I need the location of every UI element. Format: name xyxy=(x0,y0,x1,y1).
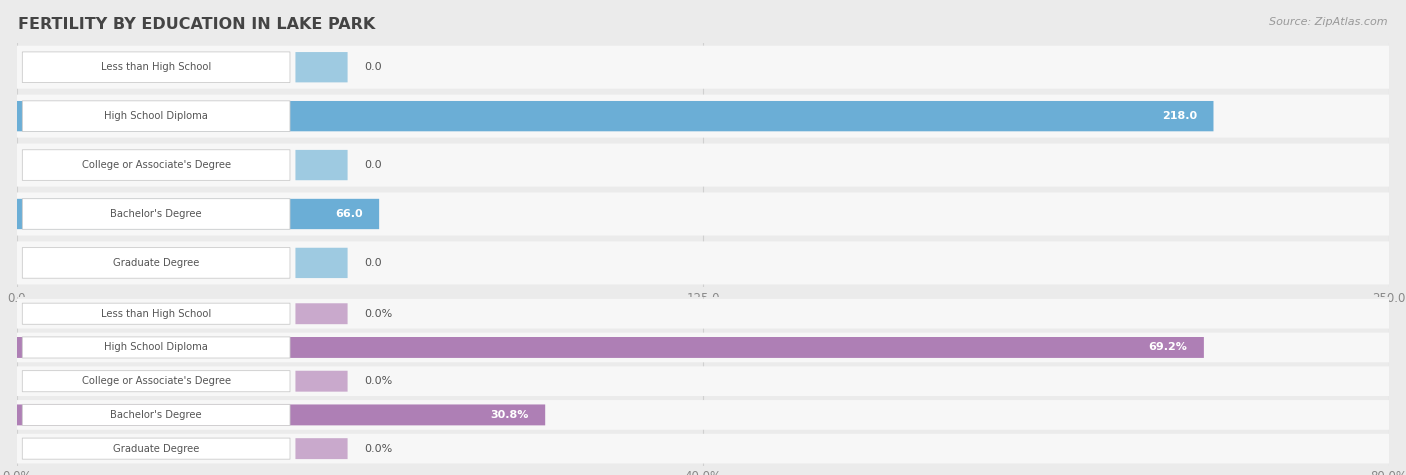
Text: 218.0: 218.0 xyxy=(1161,111,1197,121)
Text: 0.0: 0.0 xyxy=(364,160,381,170)
FancyBboxPatch shape xyxy=(295,150,347,180)
Text: 0.0%: 0.0% xyxy=(364,444,392,454)
Text: 66.0: 66.0 xyxy=(335,209,363,219)
FancyBboxPatch shape xyxy=(17,101,1213,131)
FancyBboxPatch shape xyxy=(17,46,1389,89)
Text: 69.2%: 69.2% xyxy=(1149,342,1188,352)
Text: High School Diploma: High School Diploma xyxy=(104,111,208,121)
FancyBboxPatch shape xyxy=(17,192,1389,236)
FancyBboxPatch shape xyxy=(22,438,290,459)
Text: College or Associate's Degree: College or Associate's Degree xyxy=(82,376,231,386)
Text: Less than High School: Less than High School xyxy=(101,309,211,319)
FancyBboxPatch shape xyxy=(295,303,347,324)
FancyBboxPatch shape xyxy=(22,247,290,278)
FancyBboxPatch shape xyxy=(22,337,290,358)
FancyBboxPatch shape xyxy=(17,404,546,426)
FancyBboxPatch shape xyxy=(22,52,290,83)
FancyBboxPatch shape xyxy=(17,199,380,229)
Text: Bachelor's Degree: Bachelor's Degree xyxy=(110,209,202,219)
Text: College or Associate's Degree: College or Associate's Degree xyxy=(82,160,231,170)
FancyBboxPatch shape xyxy=(17,400,1389,430)
FancyBboxPatch shape xyxy=(17,337,1204,358)
Text: 0.0%: 0.0% xyxy=(364,376,392,386)
FancyBboxPatch shape xyxy=(22,101,290,132)
FancyBboxPatch shape xyxy=(22,199,290,229)
Text: Graduate Degree: Graduate Degree xyxy=(112,444,200,454)
Text: High School Diploma: High School Diploma xyxy=(104,342,208,352)
FancyBboxPatch shape xyxy=(295,248,347,278)
FancyBboxPatch shape xyxy=(17,241,1389,285)
FancyBboxPatch shape xyxy=(17,332,1389,362)
Text: Graduate Degree: Graduate Degree xyxy=(112,258,200,268)
FancyBboxPatch shape xyxy=(295,52,347,82)
Text: 0.0: 0.0 xyxy=(364,258,381,268)
FancyBboxPatch shape xyxy=(17,143,1389,187)
FancyBboxPatch shape xyxy=(22,370,290,392)
Text: Bachelor's Degree: Bachelor's Degree xyxy=(110,410,202,420)
FancyBboxPatch shape xyxy=(22,303,290,324)
FancyBboxPatch shape xyxy=(17,299,1389,329)
Text: 0.0: 0.0 xyxy=(364,62,381,72)
FancyBboxPatch shape xyxy=(295,438,347,459)
FancyBboxPatch shape xyxy=(17,434,1389,464)
Text: 30.8%: 30.8% xyxy=(491,410,529,420)
Text: Less than High School: Less than High School xyxy=(101,62,211,72)
FancyBboxPatch shape xyxy=(17,366,1389,396)
FancyBboxPatch shape xyxy=(295,370,347,392)
FancyBboxPatch shape xyxy=(17,95,1389,138)
Text: 0.0%: 0.0% xyxy=(364,309,392,319)
Text: FERTILITY BY EDUCATION IN LAKE PARK: FERTILITY BY EDUCATION IN LAKE PARK xyxy=(18,17,375,32)
Text: Source: ZipAtlas.com: Source: ZipAtlas.com xyxy=(1270,17,1388,27)
FancyBboxPatch shape xyxy=(22,150,290,180)
FancyBboxPatch shape xyxy=(22,404,290,426)
